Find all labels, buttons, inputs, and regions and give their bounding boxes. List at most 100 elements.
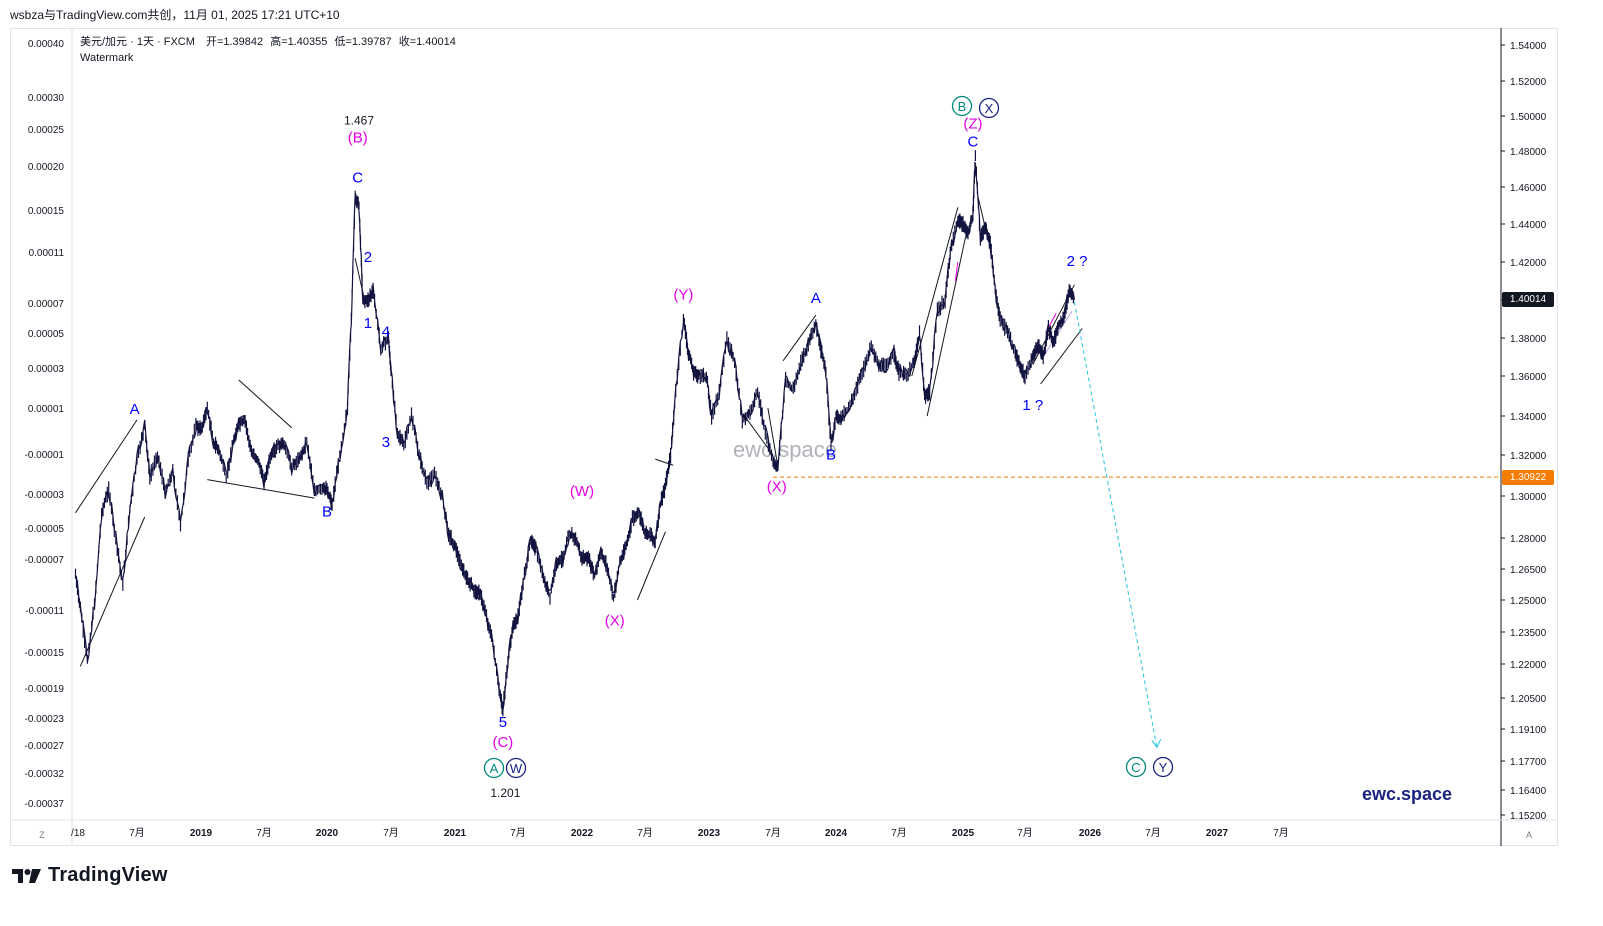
trend-line (207, 479, 315, 499)
wave-label: 2 (364, 249, 372, 266)
time-axis-tick-label: 2024 (825, 828, 848, 839)
auto-scale-button[interactable]: A (1525, 830, 1532, 840)
left-axis-tick-label: -0.00007 (25, 555, 65, 566)
channel-line (954, 261, 959, 282)
wave-label: C (967, 133, 978, 150)
time-axis-tick-label: 7月 (510, 827, 526, 839)
left-axis-tick-label: 0.00015 (28, 206, 65, 217)
timezone-button[interactable]: Z (39, 830, 45, 840)
chart-frame (10, 28, 1558, 846)
trend-line (75, 419, 138, 514)
legend-high: 高=1.40355 (270, 36, 328, 48)
circled-label-text: C (1131, 760, 1140, 775)
wave-label: B (826, 446, 836, 463)
time-axis-tick-label: 7月 (765, 827, 781, 839)
trend-line (238, 379, 293, 429)
circled-label-ring (1152, 756, 1174, 778)
chart-title-line: wsbza与TradingView.com共创，11月 01, 2025 17:… (10, 8, 340, 22)
price-line (74, 150, 1075, 717)
wave-label: 1.201 (490, 786, 520, 800)
wave-label: 5 (499, 714, 507, 731)
circled-label-ring (1125, 756, 1147, 778)
legend-low: 低=1.39787 (334, 36, 392, 48)
left-axis-tick-label: 0.00020 (28, 162, 65, 173)
wave-label: 1 ? (1022, 397, 1043, 414)
left-axis-tick-label: -0.00019 (25, 684, 65, 695)
right-axis-tick-label: 1.46000 (1510, 183, 1547, 194)
wave-label: (X) (767, 479, 787, 496)
left-axis-tick-label: 0.00040 (28, 39, 65, 50)
circled-label-text: X (985, 101, 994, 116)
circled-wave-labels: A W B X C Y (483, 95, 1174, 779)
legend-symbol[interactable]: 美元/加元 · 1天 · FXCM (80, 36, 195, 48)
trend-line (911, 207, 959, 377)
right-axis-tick-label: 1.44000 (1510, 220, 1547, 231)
legend-close: 收=1.40014 (398, 36, 456, 48)
circled-label-text: A (490, 761, 499, 776)
circled-label-ring (951, 95, 973, 117)
right-axis-tick-label: 1.22000 (1510, 660, 1547, 671)
projection-arrowhead (1151, 739, 1162, 749)
right-axis-tick-label: 1.54000 (1510, 41, 1547, 52)
time-axis-tick-label: /18 (71, 828, 85, 839)
circled-label-text: Y (1159, 760, 1168, 775)
left-axis-tick-label: -0.00037 (25, 799, 65, 810)
tradingview-logo[interactable]: TradingView (12, 864, 168, 887)
trend-line (636, 531, 666, 601)
right-axis-tick-label: 1.50000 (1510, 112, 1547, 123)
left-axis-tick-label: -0.00015 (25, 648, 65, 659)
left-axis-tick-label: 0.00007 (28, 299, 65, 310)
price-series (74, 150, 1075, 717)
time-axis-tick-label: 2025 (952, 828, 975, 839)
corner-watermark: ewc.space (1362, 784, 1453, 804)
level-price-label: 1.30922 (1502, 469, 1554, 485)
trend-lines (75, 196, 1083, 667)
legend-watermark-label[interactable]: Watermark (80, 52, 134, 64)
time-axis-tick-label: 2022 (571, 828, 594, 839)
right-axis-tick-label: 1.28000 (1510, 534, 1547, 545)
right-axis-tick-label: 1.52000 (1510, 77, 1547, 88)
right-axis-tick-label: 1.38000 (1510, 334, 1547, 345)
left-axis-tick-label: 0.00025 (28, 125, 65, 136)
time-axis-tick-label: 7月 (637, 827, 653, 839)
trend-line (79, 516, 146, 667)
trend-line (1040, 328, 1083, 385)
wave-label: 3 (382, 434, 390, 451)
trend-line (354, 258, 366, 304)
left-axis: 0.00040 0.00030 0.00025 0.00020 0.00015 0.000… (25, 39, 65, 810)
projection-line (1073, 301, 1158, 748)
right-axis-tick-label: 1.20500 (1510, 694, 1547, 705)
time-axis-tick-label: 2019 (190, 828, 213, 839)
circled-label-ring (483, 757, 505, 779)
tradingview-logo-icon (12, 868, 41, 883)
wave-label: (W) (570, 483, 594, 500)
wave-label: B (322, 503, 332, 520)
wave-label: 4 (382, 323, 390, 340)
right-axis-tick-label: 1.16400 (1510, 786, 1547, 797)
wave-label: (X) (605, 613, 625, 630)
left-axis-tick-label: 0.00003 (28, 364, 65, 375)
left-axis-tick-label: 0.00030 (28, 93, 65, 104)
trend-line (767, 407, 779, 468)
circled-label-text: W (510, 761, 523, 776)
wave-annotations: A B 1.467 (B) C 2 1 4 3 5 (C) 1.201 (W) (X) (Y) (X) A B (Z… (130, 113, 1088, 800)
left-axis-tick-label: -0.00032 (25, 769, 65, 780)
center-watermark-group: ewc.space (733, 437, 837, 462)
left-axis-tick-label: 0.00005 (28, 329, 65, 340)
left-axis-tick-label: -0.00023 (25, 714, 65, 725)
time-axis: /18 7月 2019 7月 2020 7月 2021 7月 2022 7月 2023 7月 2024 7… (71, 827, 1289, 839)
time-axis-tick-label: 2021 (444, 828, 467, 839)
time-axis-tick-label: 2027 (1206, 828, 1229, 839)
left-axis-tick-label: -0.00001 (25, 450, 65, 461)
circled-label-ring (978, 97, 1000, 119)
right-price-axis: 1.54000 1.52000 1.50000 1.48000 1.46000 1.440… (1501, 41, 1547, 822)
right-axis-tick-label: 1.19100 (1510, 725, 1547, 736)
circled-label-text: B (958, 99, 967, 114)
time-axis-tick-label: 7月 (129, 827, 145, 839)
wave-label: A (130, 401, 140, 418)
wave-label: 1 (364, 315, 372, 332)
time-axis-tick-label: 7月 (1017, 827, 1033, 839)
wave-label: (Z) (963, 115, 982, 132)
right-axis-tick-label: 1.30000 (1510, 492, 1547, 503)
